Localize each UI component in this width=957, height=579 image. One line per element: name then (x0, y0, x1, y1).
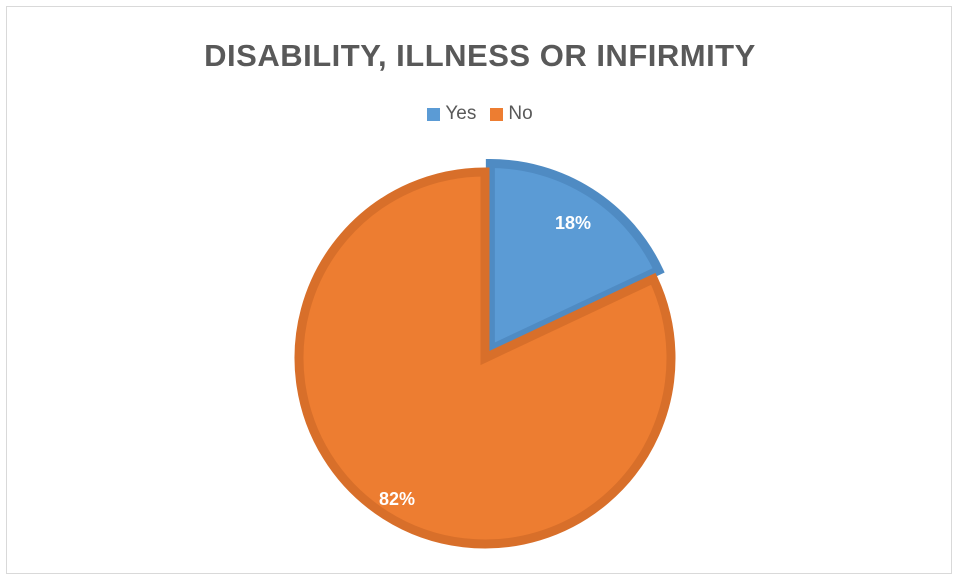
pie-slice-no (294, 167, 676, 549)
legend-label-yes: Yes (445, 103, 477, 124)
legend-item-yes: Yes (427, 103, 476, 125)
data-label-yes: 18% (555, 213, 591, 233)
legend-swatch-no (490, 107, 504, 121)
data-label-no: 82% (379, 489, 415, 509)
legend-item-no: No (490, 103, 533, 125)
legend-swatch-yes (427, 107, 441, 121)
legend: Yes No (7, 103, 953, 125)
legend-label-no: No (508, 103, 533, 124)
pie-slice-yes (485, 159, 665, 357)
chart-title: DISABILITY, ILLNESS OR INFIRMITY (204, 38, 756, 73)
